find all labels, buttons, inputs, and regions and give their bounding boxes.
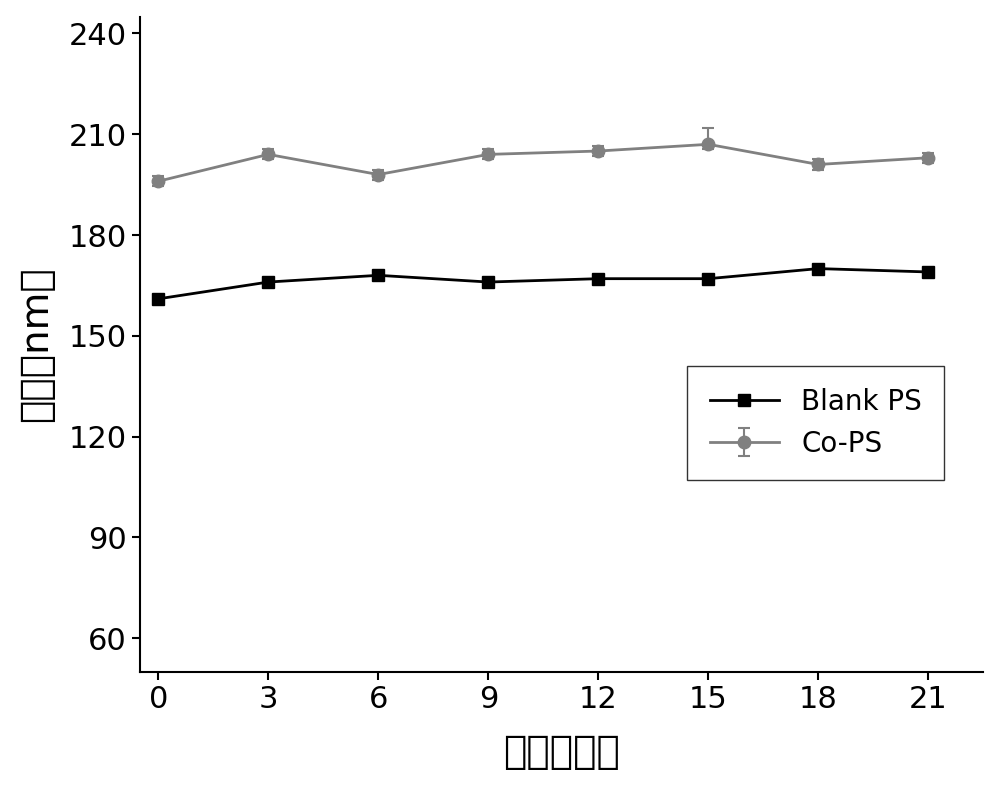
Line: Blank PS: Blank PS [152,262,935,305]
Blank PS [812,264,824,273]
Legend: Blank PS, Co-PS: Blank PS, Co-PS [687,366,944,480]
Blank PS [372,270,384,280]
Blank PS [262,277,274,287]
Blank PS [702,274,714,284]
Blank PS [922,267,934,277]
Blank PS [592,274,604,284]
Y-axis label: 直径（nm）: 直径（nm） [17,266,55,422]
Blank PS [482,277,494,287]
Blank PS [152,294,164,303]
X-axis label: 时间（天）: 时间（天） [503,734,620,771]
